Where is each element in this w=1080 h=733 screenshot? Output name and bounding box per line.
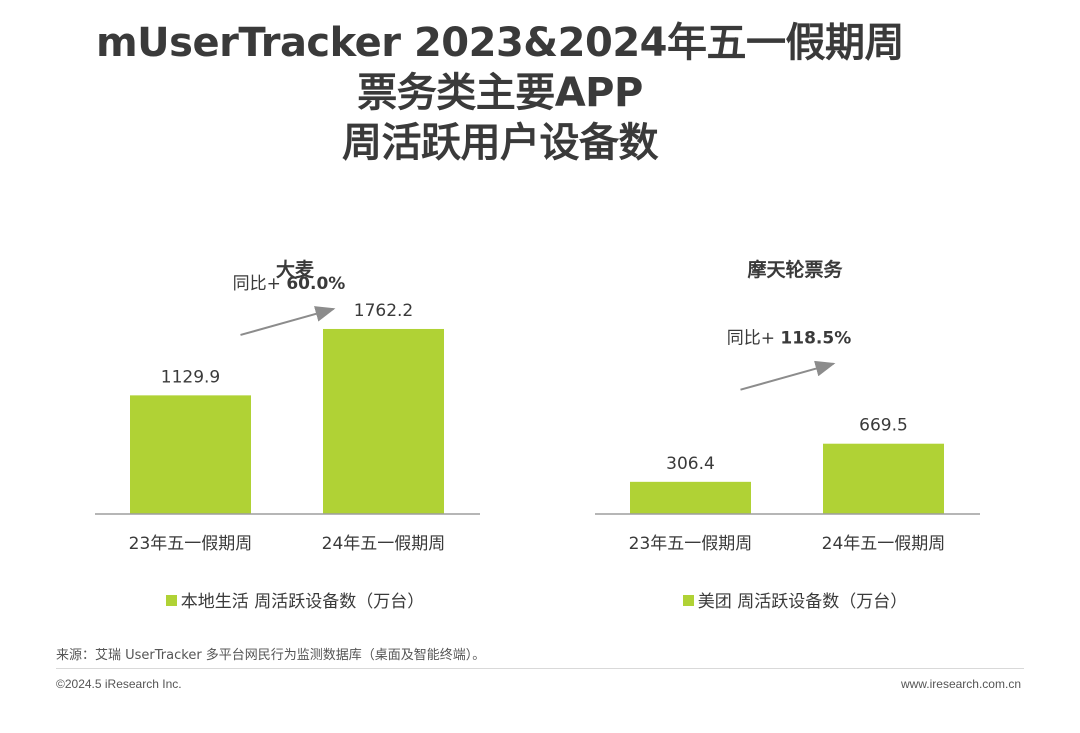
legend-swatch [682, 595, 694, 606]
legend-swatch [165, 595, 177, 606]
growth-arrow [240, 306, 336, 336]
chart-title: 大麦 [275, 259, 314, 281]
yoy-value: 118.5% [780, 329, 851, 349]
legend-label: 美团 周活跃设备数（万台） [697, 592, 908, 612]
motianlun-chart: 摩天轮票务 306.4 23年五一假期周 669.5 24年五一假期周 同比+ 118.… [585, 250, 1005, 630]
x-tick-label: 24年五一假期周 [322, 534, 446, 554]
bar [323, 328, 444, 514]
chart-title: 摩天轮票务 [747, 259, 843, 281]
legend-label: 本地生活 周活跃设备数（万台） [180, 592, 425, 612]
footer-divider [56, 668, 1024, 669]
yoy-prefix: 同比+ [233, 274, 287, 294]
yoy-prefix: 同比+ [727, 329, 781, 349]
source-note: 来源：艾瑞 UserTracker 多平台网民行为监测数据库（桌面及智能终端）。 [56, 648, 486, 663]
data-label: 1129.9 [161, 367, 220, 387]
x-tick-label: 24年五一假期周 [822, 534, 946, 554]
yoy-annotation: 同比+ 118.5% [727, 329, 851, 349]
growth-arrow [740, 360, 836, 391]
copyright: ©2024.5 iResearch Inc. [56, 677, 182, 691]
yoy-value: 60.0% [286, 274, 345, 294]
data-label: 669.5 [859, 416, 908, 436]
site-url: www.iresearch.com.cn [900, 677, 1021, 691]
yoy-annotation: 同比+ 60.0% [233, 274, 346, 294]
chart-plot: 1129.9 23年五一假期周 1762.2 24年五一假期周 同比+ 60.0% [95, 274, 480, 554]
x-tick-label: 23年五一假期周 [129, 534, 253, 554]
data-label: 1762.2 [354, 301, 413, 321]
bar [823, 443, 944, 514]
bar [130, 395, 251, 514]
page-title-line-2: 票务类主要APP [357, 70, 643, 116]
data-label: 306.4 [666, 454, 715, 474]
damai-chart: 大麦 1129.9 23年五一假期周 1762.2 24年五一假期周 同比+ 60.0%… [85, 250, 505, 630]
page-title-line-1: mUserTracker 2023&2024年五一假期周 [96, 20, 905, 66]
title-block: mUserTracker 2023&2024年五一假期周 票务类主要APP 周活… [0, 18, 1000, 168]
bar [630, 481, 751, 514]
x-tick-label: 23年五一假期周 [629, 534, 753, 554]
chart-legend: 本地生活 周活跃设备数（万台） [85, 587, 505, 612]
chart-plot: 306.4 23年五一假期周 669.5 24年五一假期周 同比+ 118.5% [595, 329, 980, 554]
chart-legend: 美团 周活跃设备数（万台） [585, 587, 1005, 612]
page-title-line-3: 周活跃用户设备数 [342, 120, 659, 166]
